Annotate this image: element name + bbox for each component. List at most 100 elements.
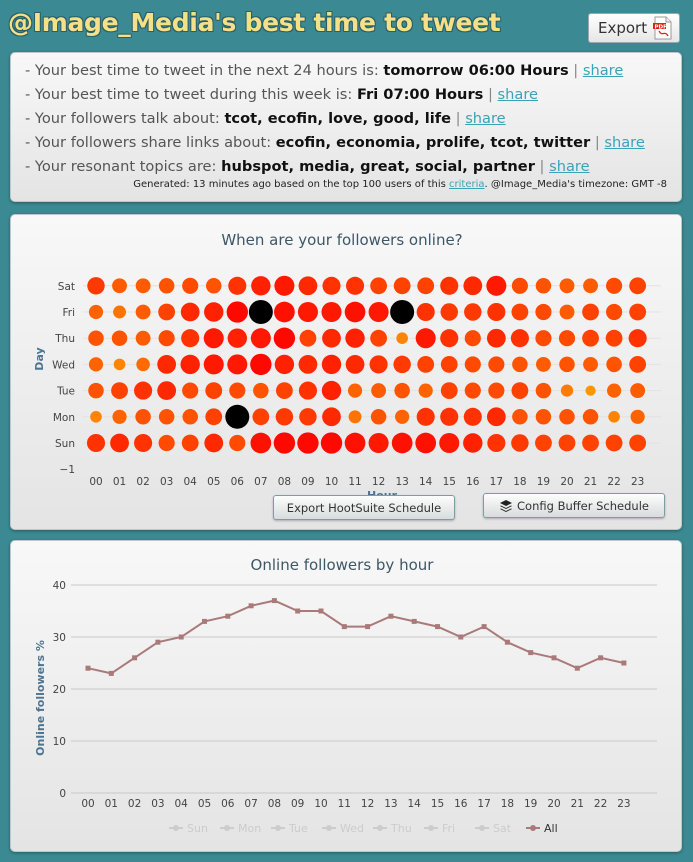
legend-item-tue[interactable]: Tue — [271, 822, 308, 835]
heatmap-cell[interactable] — [535, 409, 552, 425]
heatmap-cell[interactable] — [629, 356, 647, 373]
export-button[interactable]: Export PDF — [588, 13, 680, 43]
heatmap-cell[interactable] — [395, 409, 410, 424]
heatmap-cell[interactable] — [320, 432, 343, 454]
heatmap-cell[interactable] — [204, 433, 224, 453]
series-point[interactable] — [225, 613, 231, 619]
heatmap-cell[interactable] — [464, 382, 481, 399]
share-link-resonant[interactable]: share — [549, 158, 590, 175]
series-point[interactable] — [411, 618, 417, 624]
heatmap-cell[interactable] — [370, 409, 387, 425]
heatmap-cell[interactable] — [464, 330, 481, 347]
heatmap-cell[interactable] — [607, 383, 622, 398]
heatmap-cell[interactable] — [297, 301, 318, 323]
heatmap-cell[interactable] — [582, 329, 599, 347]
series-point[interactable] — [341, 624, 347, 630]
heatmap-cell[interactable] — [605, 434, 623, 452]
heatmap-cell[interactable] — [111, 382, 128, 399]
heatmap-cell[interactable] — [273, 432, 296, 454]
heatmap-cell[interactable] — [182, 409, 198, 425]
heatmap-cell[interactable] — [535, 330, 552, 347]
heatmap-cell[interactable] — [181, 329, 200, 348]
heatmap-cell[interactable] — [227, 328, 247, 348]
heatmap-cell[interactable] — [322, 407, 341, 427]
series-point[interactable] — [85, 665, 91, 671]
share-link-talk[interactable]: share — [465, 110, 506, 127]
heatmap-cell[interactable] — [440, 276, 459, 295]
heatmap-cell[interactable] — [417, 277, 435, 295]
heatmap-cell[interactable] — [440, 303, 458, 321]
heatmap-cell[interactable] — [560, 384, 574, 397]
heatmap-cell[interactable] — [464, 356, 481, 373]
heatmap-cell[interactable] — [510, 329, 529, 348]
series-point[interactable] — [621, 660, 627, 666]
heatmap-cell[interactable] — [204, 302, 224, 322]
heatmap-cell[interactable] — [226, 301, 248, 323]
heatmap-cell[interactable] — [368, 432, 389, 454]
heatmap-cell[interactable] — [488, 382, 505, 399]
series-point[interactable] — [435, 624, 440, 630]
heatmap-cell[interactable] — [394, 382, 410, 399]
heatmap-cell[interactable] — [113, 305, 127, 319]
heatmap-cell[interactable] — [535, 434, 552, 452]
heatmap-cell[interactable] — [252, 408, 270, 426]
heatmap-cell[interactable] — [535, 382, 552, 399]
heatmap-cell[interactable] — [583, 356, 598, 372]
heatmap-cell[interactable] — [180, 354, 200, 375]
heatmap-cell[interactable] — [112, 409, 127, 424]
heatmap-cell[interactable] — [583, 278, 598, 294]
heatmap-cell[interactable] — [321, 301, 342, 323]
heatmap-cell[interactable] — [390, 300, 415, 324]
heatmap-cell[interactable] — [370, 277, 387, 295]
heatmap-cell[interactable] — [182, 277, 199, 294]
heatmap-cell[interactable] — [297, 432, 319, 454]
heatmap-cell[interactable] — [370, 329, 387, 347]
criteria-link[interactable]: criteria — [449, 179, 485, 190]
heatmap-cell[interactable] — [606, 303, 623, 321]
series-point[interactable] — [388, 613, 394, 619]
config-buffer-button[interactable]: Config Buffer Schedule — [483, 493, 665, 518]
heatmap-cell[interactable] — [415, 432, 437, 454]
series-point[interactable] — [598, 655, 604, 661]
heatmap-cell[interactable] — [512, 356, 528, 373]
heatmap-cell[interactable] — [416, 302, 435, 322]
series-point[interactable] — [295, 608, 301, 614]
heatmap-cell[interactable] — [417, 356, 435, 373]
heatmap-cell[interactable] — [90, 411, 102, 423]
heatmap-cell[interactable] — [511, 303, 529, 321]
heatmap-cell[interactable] — [606, 356, 622, 373]
heatmap-cell[interactable] — [536, 356, 551, 372]
heatmap-cell[interactable] — [486, 407, 506, 427]
heatmap-cell[interactable] — [511, 434, 529, 452]
legend-item-wed[interactable]: Wed — [322, 822, 364, 835]
series-point[interactable] — [271, 598, 277, 604]
heatmap-cell[interactable] — [157, 355, 177, 374]
heatmap-cell[interactable] — [158, 278, 175, 294]
heatmap-cell[interactable] — [344, 301, 366, 323]
heatmap-cell[interactable] — [345, 355, 365, 374]
heatmap-cell[interactable] — [250, 328, 271, 349]
heatmap-cell[interactable] — [440, 382, 458, 399]
heatmap-cell[interactable] — [274, 275, 295, 296]
series-point[interactable] — [202, 618, 207, 624]
heatmap-cell[interactable] — [535, 278, 552, 294]
heatmap-cell[interactable] — [440, 407, 459, 426]
legend-item-all[interactable]: All — [526, 822, 558, 835]
series-point[interactable] — [248, 603, 254, 609]
share-link-links[interactable]: share — [604, 134, 645, 151]
heatmap-cell[interactable] — [606, 277, 623, 294]
heatmap-cell[interactable] — [371, 383, 387, 399]
heatmap-cell[interactable] — [463, 276, 483, 296]
series-point[interactable] — [551, 655, 557, 661]
legend-item-sat[interactable]: Sat — [475, 822, 512, 835]
heatmap-cell[interactable] — [322, 276, 341, 295]
heatmap-cell[interactable] — [229, 434, 246, 452]
heatmap-cell[interactable] — [321, 380, 342, 401]
legend-item-thu[interactable]: Thu — [373, 822, 412, 835]
heatmap-cell[interactable] — [347, 383, 363, 398]
series-point[interactable] — [318, 608, 324, 614]
export-hootsuite-button[interactable]: Export HootSuite Schedule — [273, 495, 455, 520]
heatmap-cell[interactable] — [135, 409, 151, 425]
heatmap-cell[interactable] — [608, 411, 620, 423]
heatmap-cell[interactable] — [559, 409, 575, 425]
